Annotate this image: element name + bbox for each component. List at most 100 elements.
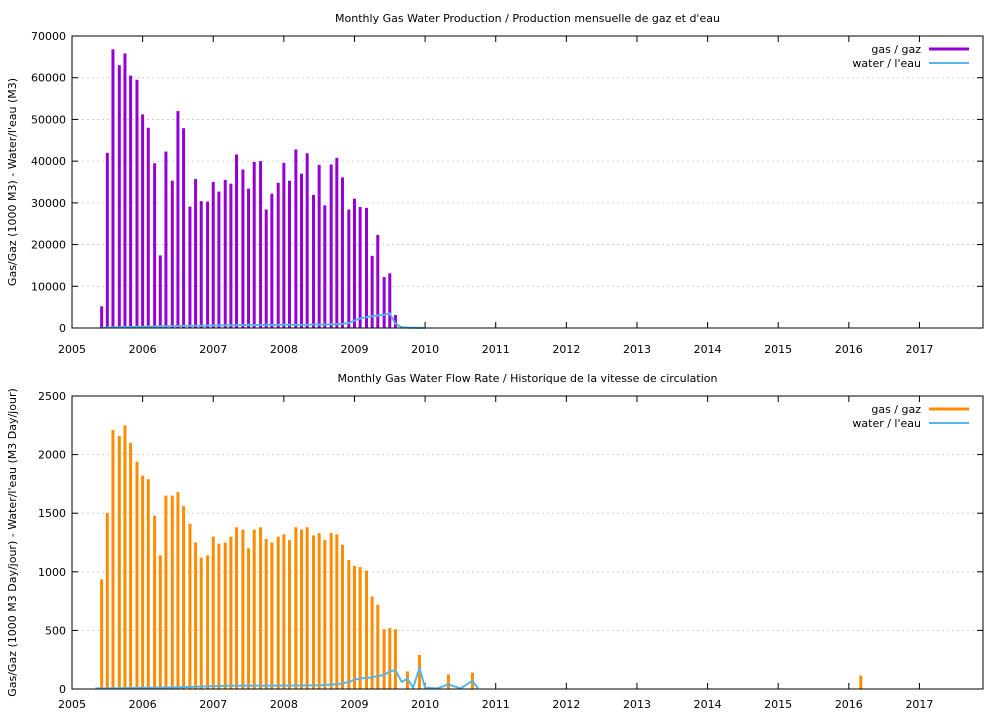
gas-bar [294,527,298,689]
x-tick-label: 2013 [623,698,651,711]
gas-bar [859,675,863,689]
x-tick-label: 2005 [58,698,86,711]
y-tick-label: 30000 [31,197,66,210]
gas-bar [335,534,339,689]
x-tick-label: 2011 [482,343,510,356]
gas-bar [329,164,333,328]
legend-label: gas / gaz [871,43,921,56]
x-tick-label: 2015 [764,698,792,711]
gas-bar [164,151,168,328]
gas-bar [164,495,168,689]
plot-frame [71,395,984,690]
gas-bar [276,536,280,689]
gas-bar [323,540,327,689]
x-tick-label: 2013 [623,343,651,356]
gas-bar [153,163,157,328]
gas-bar [129,75,133,328]
gas-bar [446,674,450,689]
gas-bar [135,461,139,689]
gas-bar [393,315,397,328]
y-axis-label: Gas/Gaz (1000 M3 Day/jour) - Water/l'eau… [6,388,19,697]
gas-bar [194,179,198,328]
gas-bar [323,205,327,328]
gas-bar [282,162,286,328]
gas-bar [317,533,321,689]
gas-bar [352,565,356,689]
gas-bar [294,149,298,328]
gas-bar [288,180,292,328]
gas-bar [382,277,386,328]
gas-bar [340,544,344,689]
gas-bar [329,533,333,689]
gas-bar [352,198,356,328]
gas-bar [100,579,104,689]
gas-bar [235,527,239,689]
x-tick-label: 2010 [411,343,439,356]
x-tick-label: 2017 [905,343,933,356]
gas-bar [259,527,263,689]
gas-bar [300,529,304,689]
gas-bar [241,169,245,328]
x-tick-label: 2012 [552,698,580,711]
y-tick-label: 2000 [38,449,66,462]
y-tick-label: 50000 [31,113,66,126]
gas-bar [176,111,180,328]
gas-bar [123,53,127,329]
gas-bar [312,194,316,328]
x-tick-label: 2006 [129,343,157,356]
gas-bar [252,161,256,328]
gas-bar [276,182,280,328]
gas-bar [188,206,192,328]
gas-bar [358,567,362,689]
x-tick-label: 2014 [694,698,722,711]
y-tick-label: 20000 [31,239,66,252]
x-tick-label: 2017 [905,698,933,711]
gas-bar [417,655,421,689]
gas-bar [146,127,150,329]
y-tick-label: 0 [59,322,66,335]
gas-bar [170,180,174,328]
y-tick-label: 2500 [38,390,66,403]
x-tick-label: 2007 [199,343,227,356]
gas-bar [211,536,215,689]
y-tick-label: 500 [45,624,66,637]
gas-bar [206,201,210,328]
gas-bar [270,193,274,328]
gas-bar [388,628,392,689]
x-tick-label: 2006 [129,698,157,711]
chart-title: Monthly Gas Water Production / Productio… [335,12,720,25]
gas-bar [158,255,162,328]
gas-bar [117,435,121,689]
gas-bar [129,442,133,689]
x-tick-label: 2009 [340,698,368,711]
gas-bar [141,475,145,689]
gas-bar [217,191,221,328]
gas-bar [376,234,380,328]
gas-bar [235,154,239,328]
x-tick-label: 2014 [694,343,722,356]
gas-bar [382,629,386,689]
gas-bar [153,515,157,689]
chart-title: Monthly Gas Water Flow Rate / Historique… [338,372,718,385]
gas-bar [217,543,221,689]
gas-bar [393,629,397,689]
gas-bar [241,529,245,689]
gas-bar [182,506,186,689]
x-tick-label: 2008 [270,698,298,711]
y-tick-label: 1000 [38,566,66,579]
gas-bar [358,207,362,328]
gas-bar [364,207,368,328]
gas-bar [312,535,316,689]
gas-bar [123,425,127,689]
y-tick-label: 40000 [31,155,66,168]
gas-bar [223,542,227,689]
gas-bar [305,527,309,689]
gas-bar [270,542,274,689]
gas-bar [340,177,344,328]
x-tick-label: 2012 [552,343,580,356]
production-chart: Monthly Gas Water Production / Productio… [6,12,984,356]
legend-label: water / l'eau [852,57,921,70]
gas-bar [376,604,380,689]
